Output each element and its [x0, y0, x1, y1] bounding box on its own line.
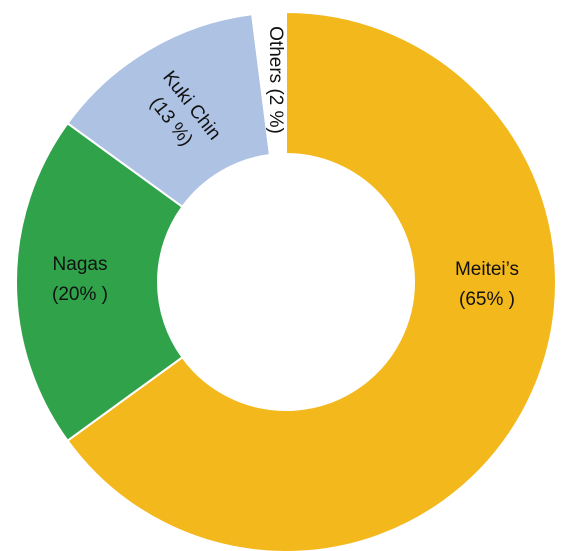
slice-nagas [15, 121, 184, 443]
slice-label-nagas: Nagas (20% ) [52, 254, 108, 305]
slice-label-name: Nagas [53, 254, 108, 275]
slice-label-value: (20% ) [52, 284, 108, 305]
slice-label-others: Others (2 %) [265, 26, 286, 134]
slice-label-name: Meitei’s [455, 259, 519, 280]
slice-kuki-chin [66, 13, 272, 209]
slice-others [251, 10, 287, 157]
slice-label-text: Others (2 %) [265, 26, 286, 134]
slice-label-value: (65% ) [459, 289, 515, 310]
slice-meitei-s [66, 10, 557, 551]
slice-label-meitei-s: Meitei’s (65% ) [455, 259, 519, 310]
